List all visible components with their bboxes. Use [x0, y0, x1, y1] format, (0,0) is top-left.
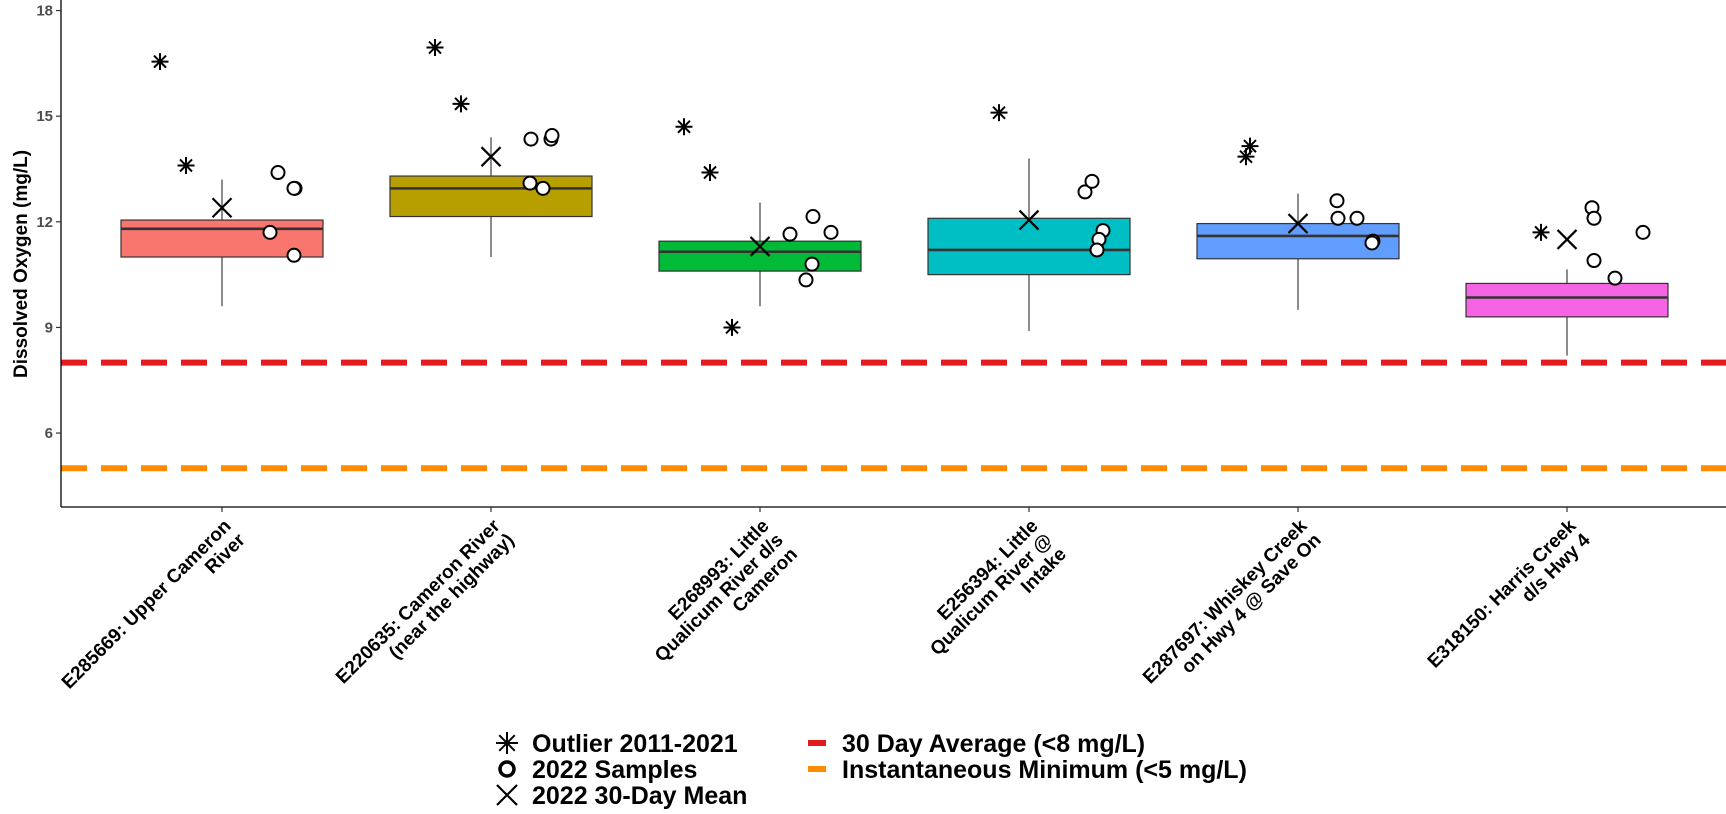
plot-area: [61, 39, 1726, 472]
sample-point: [1330, 210, 1346, 226]
outlier-point: [1241, 137, 1259, 155]
mean-marker: [211, 197, 233, 219]
mean-marker: [480, 146, 502, 167]
legend: Outlier 2011-2021 2022 Samples 2022 30-D…: [496, 730, 1247, 810]
legend-cross-mark: [496, 784, 518, 806]
outlier-point: [177, 156, 195, 174]
outlier-point: [723, 318, 741, 336]
legend-item-mean: 2022 30-Day Mean: [496, 782, 747, 810]
legend-item-instantaneous-minimum: Instantaneous Minimum (<5 mg/L): [808, 756, 1247, 784]
mean-marker: [1287, 213, 1309, 234]
x-category-label-line: Qualicum River @: [926, 530, 1056, 660]
box-group-5: [1196, 137, 1400, 310]
outlier-point: [1532, 223, 1550, 241]
sample-point: [286, 180, 302, 196]
box-group-2: [389, 39, 593, 258]
outlier-point: [452, 95, 470, 113]
x-category-label-line: E318150: Harris Creek: [1424, 515, 1581, 672]
legend-asterisk-icon: [496, 732, 518, 754]
outlier-point: [426, 39, 444, 57]
x-category-label-line: E287697: Whiskey Creek: [1139, 515, 1312, 688]
sample-point: [1635, 224, 1651, 240]
legend-label-samples: 2022 Samples: [532, 756, 697, 784]
x-category-label-line: (near the highway): [385, 530, 519, 664]
sample-point: [262, 224, 278, 240]
outlier-point: [675, 118, 693, 136]
outlier-point: [990, 104, 1008, 122]
legend-cross-icon: [496, 784, 518, 806]
sample-point: [1349, 210, 1365, 226]
y-tick-label: 18: [36, 3, 53, 20]
legend-label-30-day-average: 30 Day Average (<8 mg/L): [842, 730, 1145, 758]
sample-point: [804, 256, 820, 272]
mean-marker: [749, 236, 771, 257]
legend-asterisk-mark: [496, 732, 518, 754]
sample-point: [782, 226, 798, 242]
sample-point: [1089, 242, 1105, 258]
sample-point: [522, 175, 538, 191]
sample-point: [798, 272, 814, 288]
sample-point: [535, 180, 551, 196]
legend-item-outlier: Outlier 2011-2021: [496, 730, 738, 758]
y-tick-label: 9: [45, 319, 53, 336]
sample-point: [1586, 253, 1602, 269]
legend-item-samples: 2022 Samples: [498, 756, 697, 784]
legend-label-mean: 2022 30-Day Mean: [532, 782, 747, 810]
y-tick-label: 12: [36, 214, 53, 231]
legend-label-instantaneous-minimum: Instantaneous Minimum (<5 mg/L): [842, 756, 1247, 784]
sample-point: [270, 165, 286, 181]
sample-point: [1329, 193, 1345, 209]
y-tick-label: 15: [36, 108, 53, 125]
box-group-4: [927, 104, 1131, 331]
legend-circle-mark: [498, 760, 516, 778]
sample-point: [1607, 270, 1623, 286]
mean-marker: [1018, 209, 1040, 231]
sample-point: [823, 224, 839, 240]
legend-circle-icon: [498, 760, 516, 778]
box: [1465, 282, 1669, 318]
axes: 6 9 12 15 18: [36, 0, 1726, 512]
x-category-label-5: E287697: Whiskey Creekon Hwy 4 @ Save On: [1139, 515, 1326, 702]
outlier-point: [151, 53, 169, 71]
sample-point: [1084, 173, 1100, 189]
sample-point: [1586, 210, 1602, 226]
x-category-label-line: E285669: Upper Cameron: [58, 516, 236, 694]
x-category-label-6: E318150: Harris Creekd/s Hwy 4: [1424, 515, 1595, 686]
box-group-3: [658, 118, 862, 336]
x-category-label-4: E256394: LittleQualicum River @Intake: [912, 516, 1071, 675]
x-category-label-2: E220635: Cameron River(near the highway): [332, 515, 519, 702]
legend-label-outlier: Outlier 2011-2021: [532, 730, 738, 758]
sample-point: [805, 209, 821, 225]
sample-point: [544, 128, 560, 144]
box-group-1: [120, 53, 324, 307]
sample-point: [523, 131, 539, 147]
sample-point: [1364, 235, 1380, 251]
x-category-label-3: E268993: LittleQualicum River d/sCameron: [637, 516, 802, 681]
legend-item-30-day-average: 30 Day Average (<8 mg/L): [808, 730, 1145, 758]
box-group-6: [1465, 200, 1669, 356]
x-category-label-line: on Hwy 4 @ Save On: [1178, 530, 1326, 678]
y-tick-label: 6: [45, 425, 53, 442]
x-axis-category-labels: E285669: Upper CameronRiver E220635: Came…: [58, 515, 1595, 707]
y-axis-title: Dissolved Oxygen (mg/L): [11, 150, 32, 378]
box: [389, 175, 593, 218]
x-category-label-line: E220635: Cameron River: [332, 515, 505, 688]
x-category-label-line: Qualicum River d/s: [651, 530, 788, 667]
sample-point: [1077, 184, 1093, 200]
mean-marker: [1556, 229, 1578, 250]
sample-point: [286, 247, 302, 263]
outlier-point: [701, 164, 719, 182]
x-category-label-1: E285669: Upper CameronRiver: [58, 515, 250, 707]
